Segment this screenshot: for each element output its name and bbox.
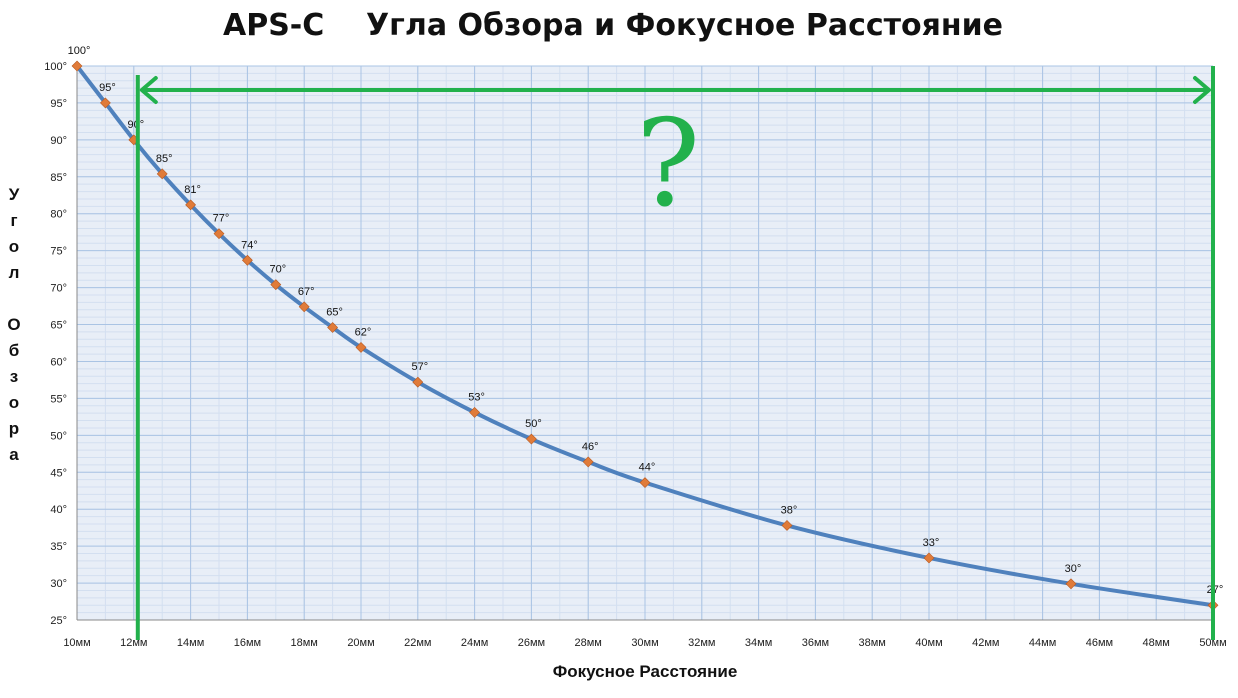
y-tick-label: 90°: [50, 135, 67, 147]
x-tick-label: 22мм: [404, 637, 431, 649]
data-label: 77°: [213, 213, 230, 225]
y-tick-label: 100°: [44, 61, 67, 73]
data-point: [525, 433, 537, 445]
data-label: 38°: [781, 504, 798, 516]
data-label: 57°: [411, 361, 428, 373]
data-label: 95°: [99, 82, 116, 94]
y-tick-label: 80°: [50, 209, 67, 221]
x-axis-label: Фокусное Расстояние: [552, 662, 738, 681]
data-point: [185, 199, 197, 211]
data-label: 46°: [582, 441, 599, 453]
y-tick-label: 40°: [50, 504, 67, 516]
annotation-arrow-left-head: [139, 76, 158, 104]
x-tick-label: 48мм: [1143, 637, 1170, 649]
data-label: 70°: [269, 264, 286, 276]
question-mark-annotation: ?: [636, 95, 700, 234]
y-tick-label: 60°: [50, 356, 67, 368]
data-label: 67°: [298, 286, 315, 298]
x-tick-label: 42мм: [972, 637, 999, 649]
x-tick-label: 30мм: [631, 637, 658, 649]
y-tick-label: 85°: [50, 172, 67, 184]
data-point: [213, 228, 225, 240]
data-label: 30°: [1065, 563, 1082, 575]
x-tick-labels: 10мм 12мм 14мм 16мм 18мм 20мм 22мм 24мм 26мм 28мм…: [63, 637, 1226, 649]
data-point: [1065, 578, 1077, 590]
x-tick-label: 28мм: [575, 637, 602, 649]
x-tick-label: 20мм: [347, 637, 374, 649]
data-point: [270, 279, 282, 291]
data-label: 65°: [326, 306, 343, 318]
x-tick-label: 24мм: [461, 637, 488, 649]
x-tick-label: 46мм: [1086, 637, 1113, 649]
data-point: [156, 168, 168, 180]
data-label: 33°: [923, 537, 940, 549]
y-tick-label: 35°: [50, 541, 67, 553]
data-markers: [71, 60, 1219, 611]
y-tick-label: 25°: [50, 615, 67, 627]
data-point: [412, 376, 424, 388]
data-point: [923, 552, 935, 564]
data-label: 100°: [68, 45, 91, 57]
series-line: [75, 64, 1214, 608]
y-tick-label: 55°: [50, 393, 67, 405]
y-tick-label: 70°: [50, 283, 67, 295]
x-tick-label: 38мм: [859, 637, 886, 649]
data-label: 81°: [184, 184, 201, 196]
data-label: 53°: [468, 391, 485, 403]
y-tick-label: 75°: [50, 246, 67, 258]
y-tick-label: 30°: [50, 578, 67, 590]
data-label: 85°: [156, 153, 173, 165]
data-label: 50°: [525, 418, 542, 430]
axes: [76, 66, 1213, 621]
data-label: 44°: [639, 462, 656, 474]
data-point: [99, 97, 111, 109]
data-point: [582, 456, 594, 468]
data-point: [71, 60, 83, 72]
data-label: 62°: [355, 326, 372, 338]
data-point: [469, 407, 481, 418]
x-tick-label: 34мм: [745, 637, 772, 649]
y-tick-labels: 25° 30° 35° 40° 45° 50° 55° 60° 65° 70° 75° 80° 85° 9…: [44, 61, 67, 627]
x-tick-label: 12мм: [120, 637, 147, 649]
x-tick-label: 40мм: [915, 637, 942, 649]
data-point: [241, 254, 253, 266]
x-tick-label: 10мм: [63, 637, 90, 649]
data-point: [298, 301, 310, 313]
x-tick-label: 50мм: [1199, 637, 1226, 649]
data-point: [639, 477, 651, 489]
chart-title: APS-C Угла Обзора и Фокусное Расстояние: [223, 8, 1003, 43]
data-point: [355, 342, 367, 353]
x-tick-label: 18мм: [291, 637, 318, 649]
y-tick-label: 65°: [50, 320, 67, 332]
annotations: ?: [135, 66, 1215, 640]
data-label: 74°: [241, 239, 258, 251]
x-tick-label: 32мм: [688, 637, 715, 649]
x-tick-label: 14мм: [177, 637, 204, 649]
x-tick-label: 26мм: [518, 637, 545, 649]
y-tick-label: 50°: [50, 430, 67, 442]
annotation-arrow-right-head: [1193, 76, 1211, 104]
x-tick-label: 16мм: [234, 637, 261, 649]
y-tick-label: 45°: [50, 467, 67, 479]
x-tick-label: 36мм: [802, 637, 829, 649]
y-tick-label: 95°: [50, 98, 67, 110]
data-point: [781, 520, 793, 531]
data-point: [327, 322, 339, 333]
x-tick-label: 44мм: [1029, 637, 1056, 649]
